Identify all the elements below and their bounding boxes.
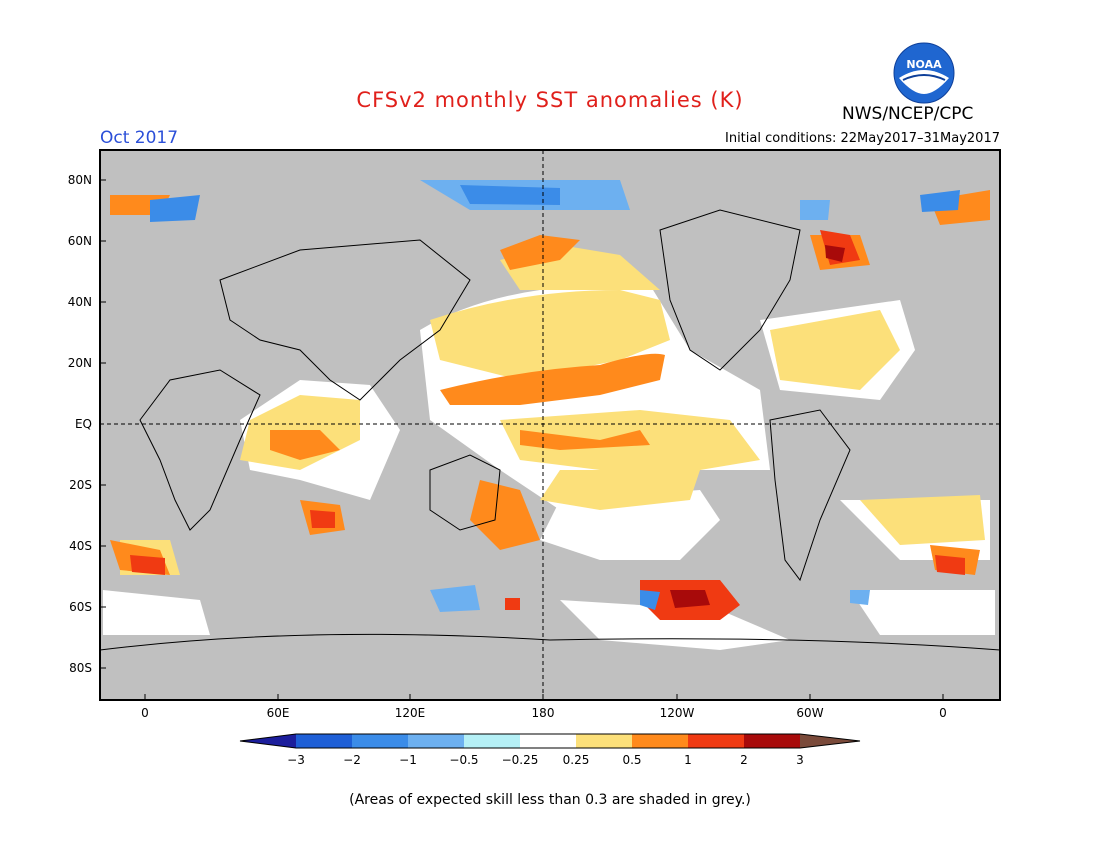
agency-label: NWS/NCEP/CPC: [842, 104, 974, 124]
colorbar-tick: 0.5: [622, 753, 641, 767]
lat-label: 60S: [69, 600, 92, 614]
colorbar-tick: 2: [740, 753, 748, 767]
anomaly-0.25-0.5: [120, 245, 985, 575]
lon-label: 0: [939, 706, 947, 720]
map-title: CFSv2 monthly SST anomalies (K): [356, 88, 744, 112]
colorbar-tick: 1: [684, 753, 692, 767]
lat-label: 20S: [69, 478, 92, 492]
colorbar-tick: −1: [399, 753, 417, 767]
forecast-month: Oct 2017: [100, 128, 179, 148]
lat-label: 80N: [68, 173, 92, 187]
colorbar-swatch: [800, 734, 860, 748]
lat-label: EQ: [75, 417, 92, 431]
anomaly-2-3: [670, 245, 845, 608]
lon-label: 120E: [395, 706, 426, 720]
longitude-axis: 0 60E 120E 180 120W 60W 0: [141, 694, 947, 720]
lon-label: 60W: [796, 706, 823, 720]
negative-anomaly-regions: [150, 180, 960, 612]
north-america-outline: [659, 209, 801, 371]
skill-note: (Areas of expected skill less than 0.3 a…: [349, 792, 751, 808]
colorbar-swatch: [352, 734, 408, 748]
logo-text: NOAA: [906, 58, 942, 71]
colorbar-tick: 0.25: [563, 753, 590, 767]
south-america-outline: [769, 409, 851, 582]
lon-label: 180: [532, 706, 555, 720]
lon-label: 60E: [267, 706, 290, 720]
africa-outline: [139, 369, 261, 531]
colorbar-swatch: [688, 734, 744, 748]
colorbar-swatch: [744, 734, 800, 748]
colorbar-tick: −3: [287, 753, 305, 767]
noaa-logo: NOAA: [893, 42, 955, 104]
colorbar-tick: −0.25: [502, 753, 539, 767]
lat-label: 40S: [69, 539, 92, 553]
lon-label: 120W: [660, 706, 695, 720]
lat-label: 40N: [68, 295, 92, 309]
colorbar-swatch: [632, 734, 688, 748]
colorbar-swatch: [408, 734, 464, 748]
antarctica-outline: [99, 633, 1001, 651]
colorbar-swatch: [296, 734, 352, 748]
lat-label: 20N: [68, 356, 92, 370]
colorbar-tick: 3: [796, 753, 804, 767]
latitude-axis: 80N 60N 40N 20N EQ 20S 40S 60S 80S: [68, 173, 106, 675]
eurasia-outline: [219, 239, 471, 401]
colorbar-swatch: [576, 734, 632, 748]
coastlines: [99, 209, 1001, 651]
colorbar-tick: −2: [343, 753, 361, 767]
map-frame: [99, 149, 1001, 701]
colorbar-swatch: [240, 734, 296, 748]
lat-label: 60N: [68, 234, 92, 248]
lon-label: 0: [141, 706, 149, 720]
colorbar-swatch: [520, 734, 576, 748]
colorbar-tick: −0.5: [449, 753, 478, 767]
australia-outline: [429, 454, 501, 531]
colorbar-swatch: [464, 734, 520, 748]
lat-label: 80S: [69, 661, 92, 675]
anomaly-0.5-1: [110, 190, 990, 575]
initial-conditions: Initial conditions: 22May2017–31May2017: [725, 131, 1000, 146]
